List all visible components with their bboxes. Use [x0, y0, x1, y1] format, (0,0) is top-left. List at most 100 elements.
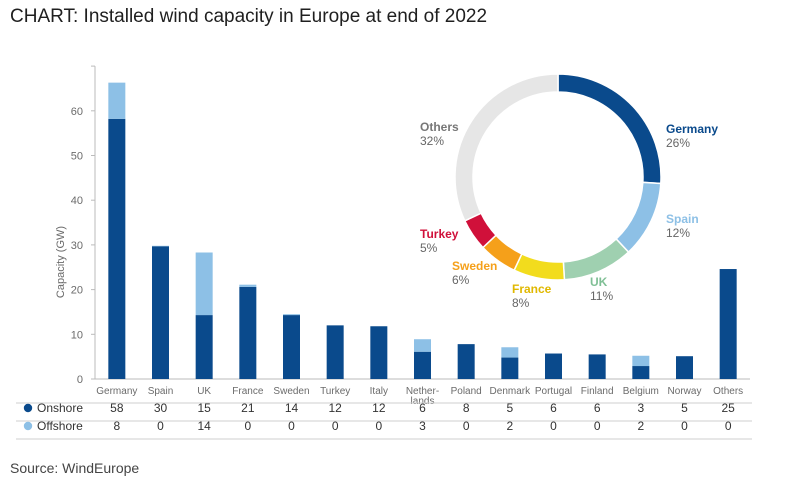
table-value: 5: [681, 401, 688, 415]
bar-group-germany: [108, 82, 126, 379]
bar-onshore: [632, 366, 650, 379]
table-value: 12: [372, 401, 386, 415]
bar-group-france: [239, 284, 257, 379]
bar-group-belgium: [632, 355, 650, 379]
donut-label-france: France: [512, 282, 552, 296]
x-tick-label: Poland: [451, 386, 482, 397]
donut-pct-others: 32%: [420, 134, 444, 148]
x-tick-label: Finland: [581, 386, 614, 397]
x-tick-label: Germany: [96, 386, 137, 397]
bar-group-portugal: [545, 353, 562, 379]
donut-slice-germany: [557, 73, 662, 185]
y-tick-label: 50: [71, 151, 83, 163]
bar-offshore: [632, 355, 650, 367]
x-tick-label: UK: [197, 386, 211, 397]
source-note: Source: WindEurope: [10, 460, 140, 476]
bar-onshore: [195, 315, 213, 379]
bar-group-denmark: [501, 347, 519, 379]
y-tick-label: 0: [77, 374, 83, 386]
donut-label-sweden: Sweden: [452, 259, 497, 273]
table-value: 14: [285, 401, 299, 415]
legend-dot-offshore: [23, 421, 33, 431]
y-tick-label: 20: [71, 285, 83, 297]
x-tick-label: Portugal: [535, 386, 572, 397]
x-tick-label: Denmark: [490, 386, 532, 397]
bar-offshore: [108, 82, 126, 119]
legend-label-offshore: Offshore: [37, 419, 83, 433]
table-value: 21: [241, 401, 255, 415]
x-tick-label: Turkey: [320, 386, 350, 397]
table-value: 0: [463, 419, 470, 433]
donut-pct-uk: 11%: [590, 289, 613, 303]
bar-onshore: [370, 326, 388, 379]
x-tick-label: Others: [713, 386, 743, 397]
table-value: 2: [506, 419, 513, 433]
table-value: 6: [550, 401, 557, 415]
x-tick-label: lands: [411, 396, 435, 407]
bar-chart-bars: [108, 82, 737, 379]
bar-offshore: [195, 252, 213, 316]
donut-pct-sweden: 6%: [452, 273, 470, 287]
bar-group-norway: [676, 356, 693, 379]
bar-offshore: [283, 314, 300, 316]
donut-label-others: Others: [420, 120, 459, 134]
bar-onshore: [457, 344, 475, 379]
y-tick-label: 30: [71, 240, 83, 252]
donut-pct-germany: 26%: [666, 136, 690, 150]
table-value: 0: [375, 419, 382, 433]
table-value: 0: [550, 419, 557, 433]
table-value: 8: [463, 401, 470, 415]
legend-dot-onshore: [23, 403, 33, 413]
bar-group-italy: [370, 326, 388, 379]
table-value: 0: [288, 419, 295, 433]
table-value: 3: [637, 401, 644, 415]
bar-onshore: [326, 325, 344, 379]
y-tick-label: 10: [71, 329, 83, 341]
x-tick-label: Belgium: [623, 386, 659, 397]
bar-onshore: [501, 357, 519, 379]
table-value: 6: [594, 401, 601, 415]
y-tick-label: 60: [71, 106, 83, 118]
donut-label-germany: Germany: [666, 122, 718, 136]
table-value: 2: [637, 419, 644, 433]
x-tick-label: France: [232, 386, 264, 397]
table-value: 12: [328, 401, 342, 415]
table-value: 30: [154, 401, 168, 415]
table-value: 8: [113, 419, 120, 433]
donut-pct-france: 8%: [512, 296, 530, 310]
bar-group-poland: [457, 344, 475, 379]
table-value: 0: [332, 419, 339, 433]
table-value: 0: [244, 419, 251, 433]
table-value: 5: [506, 401, 513, 415]
bar-group-turkey: [326, 325, 344, 379]
bar-onshore: [545, 353, 562, 379]
bar-group-finland: [588, 354, 606, 379]
table-value: 0: [725, 419, 732, 433]
y-tick-label: 40: [71, 195, 83, 207]
bar-offshore: [414, 339, 431, 352]
table-value: 0: [681, 419, 688, 433]
y-axis-title: Capacity (GW): [55, 226, 67, 298]
bar-chart-axes: 0 10 20 30 40 50 60 Capacity (GW) Germany Spain UK…: [55, 65, 750, 407]
table-value: 6: [419, 401, 426, 415]
donut-slice-uk: [562, 237, 630, 281]
bar-onshore: [719, 269, 737, 379]
x-tick-label: Norway: [668, 386, 702, 397]
donut-label-spain: Spain: [666, 212, 699, 226]
donut-slice-france: [513, 252, 566, 281]
x-tick-label: Italy: [370, 386, 388, 397]
table-value: 25: [721, 401, 735, 415]
bar-onshore: [239, 286, 257, 379]
bar-onshore: [676, 356, 693, 379]
bar-offshore: [239, 284, 257, 287]
donut-label-uk: UK: [590, 275, 608, 289]
table-value: 15: [197, 401, 211, 415]
bar-group-spain: [152, 245, 169, 379]
x-tick-label: Sweden: [273, 386, 309, 397]
table-value: 14: [197, 419, 211, 433]
donut-slice-spain: [615, 181, 662, 254]
bar-group-uk: [195, 252, 213, 379]
x-tick-label: Spain: [148, 386, 174, 397]
table-value: 3: [419, 419, 426, 433]
